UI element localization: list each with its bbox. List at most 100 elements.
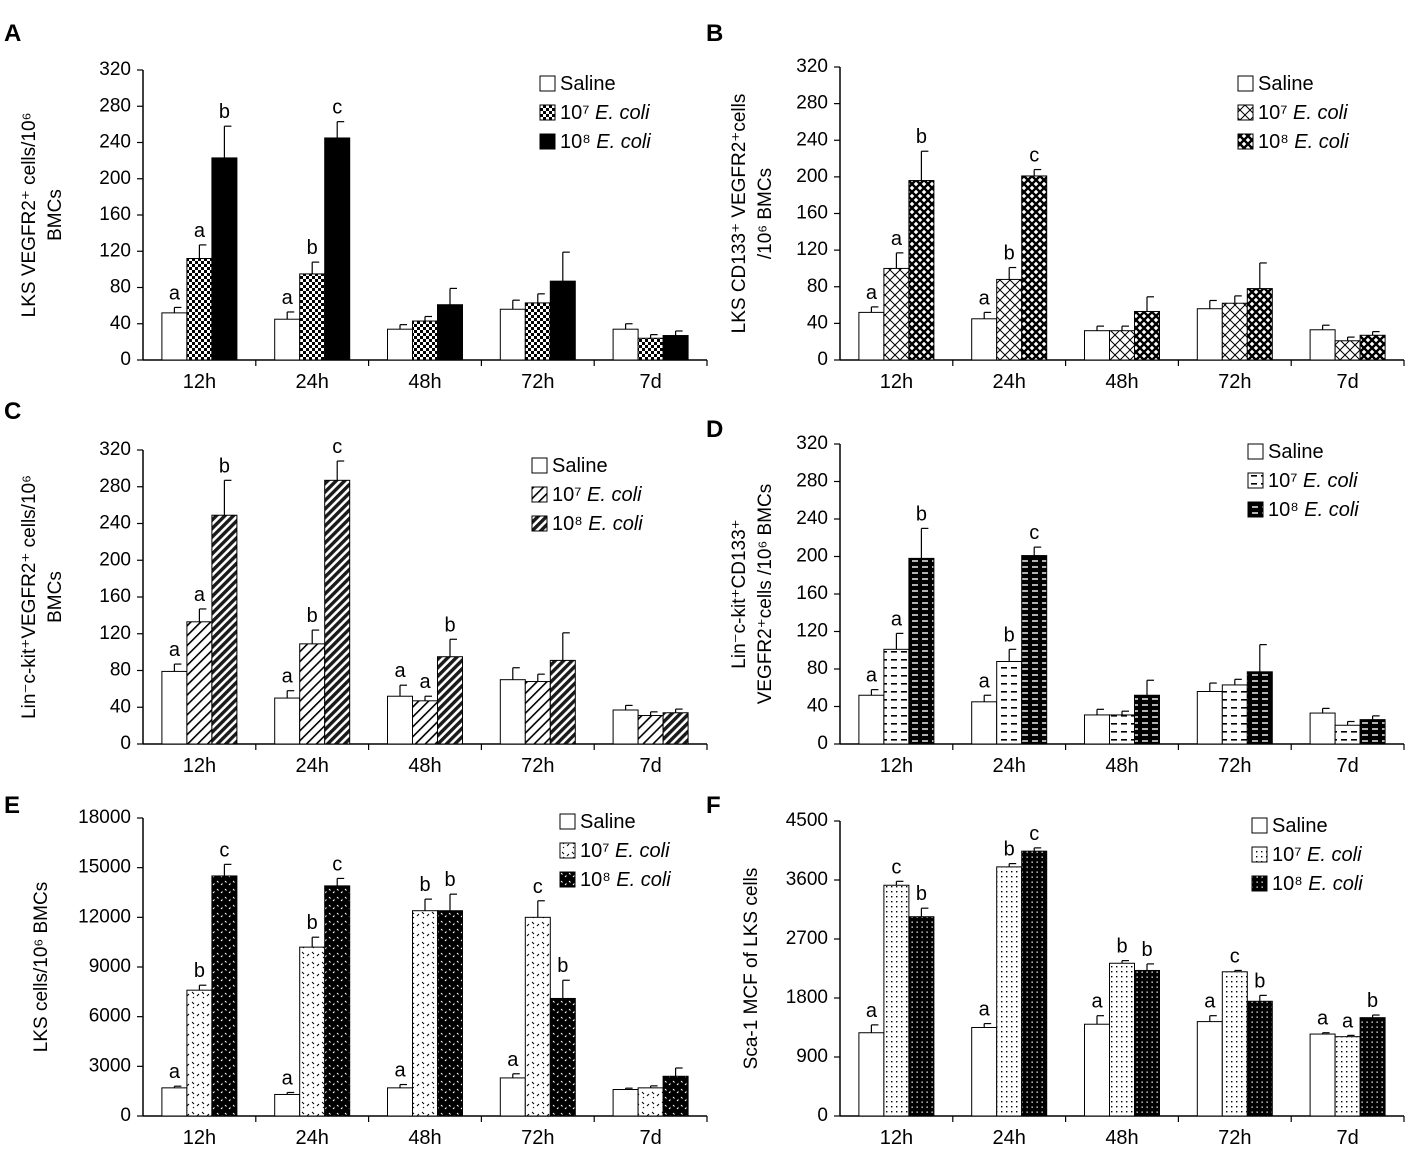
- bar-saline: [858, 1032, 885, 1117]
- bar-saline: [1196, 691, 1223, 745]
- bar-saline: [858, 694, 885, 745]
- bar-saline: [1084, 330, 1110, 361]
- significance-label: b: [219, 455, 230, 477]
- significance-label: c: [332, 853, 342, 875]
- bar-10-7-e-coli: [883, 267, 910, 361]
- bar-10-8-e-coli: [549, 997, 576, 1117]
- bar-10-7-e-coli: [637, 1087, 664, 1117]
- legend-label: 10⁷ E. coli: [1268, 470, 1358, 492]
- y-tick-label: 240: [99, 513, 131, 534]
- legend-label: 10⁷ E. coli: [560, 102, 650, 124]
- bar-10-7-e-coli: [1109, 962, 1135, 1117]
- significance-label: c: [332, 97, 342, 119]
- chart-panel-b: B 0 40 80 120 160 200 240 280 320 LKS CD133⁺ VEGFR…: [706, 20, 1405, 393]
- y-axis-label: LKS CD133⁺ VEGFR2⁺cells: [729, 94, 750, 334]
- bar-10-7-e-coli: [299, 273, 326, 361]
- x-tick-label: 72h: [521, 1127, 554, 1149]
- x-tick-label: 72h: [1218, 371, 1251, 393]
- bar-saline: [499, 1077, 526, 1117]
- legend-label: 10⁷ E. coli: [580, 840, 670, 862]
- bar-10-7-e-coli: [186, 621, 213, 745]
- bar-saline: [161, 670, 188, 745]
- bar-saline: [499, 308, 526, 361]
- y-axis-label: /10⁶ BMCs: [755, 168, 776, 259]
- y-axis-label: Lin⁻c-kit⁺VEGFR2⁺ cells/10⁶: [19, 475, 40, 719]
- y-tick-label: 120: [796, 621, 828, 642]
- bar-saline: [387, 1087, 413, 1117]
- legend-swatch: [1251, 846, 1268, 863]
- bar-saline: [971, 701, 998, 745]
- chart-panel-c: C 0 40 80 120 160 200 240 280 320 Lin⁻c-kit⁺VEGFR2…: [4, 398, 708, 777]
- x-tick-label: 48h: [408, 755, 441, 777]
- bar-10-7-e-coli: [1334, 340, 1361, 361]
- y-tick-label: 240: [796, 508, 828, 529]
- y-tick-label: 320: [796, 56, 828, 77]
- significance-label: b: [1116, 936, 1127, 958]
- bar-10-8-e-coli: [211, 875, 238, 1117]
- y-axis-label: Lin⁻c-kit⁺CD133⁺: [729, 519, 750, 668]
- y-tick-label: 120: [99, 240, 131, 261]
- y-tick-label: 18000: [78, 807, 131, 828]
- significance-label: a: [194, 584, 206, 606]
- legend-swatch: [1237, 104, 1254, 121]
- significance-label: c: [1230, 945, 1240, 967]
- significance-label: a: [419, 671, 431, 693]
- y-tick-label: 320: [99, 439, 131, 460]
- y-axis-label: LKS cells/10⁶ BMCs: [31, 882, 52, 1052]
- bar-saline: [612, 328, 639, 361]
- legend-swatch: [531, 515, 548, 532]
- bar-saline: [387, 695, 413, 745]
- y-tick-label: 320: [796, 433, 828, 454]
- y-tick-label: 0: [120, 1105, 131, 1126]
- significance-label: b: [1004, 624, 1015, 646]
- legend-swatch: [559, 842, 576, 859]
- bar-10-8-e-coli: [908, 916, 935, 1117]
- x-tick-label: 24h: [993, 755, 1026, 777]
- panel-letter: C: [4, 398, 21, 425]
- y-tick-label: 120: [796, 239, 828, 260]
- y-tick-label: 40: [110, 313, 131, 334]
- panel-letter: B: [706, 20, 723, 47]
- bar-saline: [499, 679, 526, 745]
- y-tick-label: 0: [817, 1105, 828, 1126]
- significance-label: a: [169, 282, 181, 304]
- y-tick-label: 160: [99, 204, 131, 225]
- bar-10-8-e-coli: [1246, 671, 1273, 745]
- y-tick-label: 40: [807, 696, 828, 717]
- significance-label: b: [916, 126, 927, 148]
- bar-10-7-e-coli: [1221, 302, 1248, 361]
- bar-10-7-e-coli: [412, 910, 438, 1117]
- y-tick-label: 900: [796, 1046, 828, 1067]
- y-tick-label: 120: [99, 623, 131, 644]
- bar-10-8-e-coli: [1134, 694, 1160, 745]
- bar-10-8-e-coli: [211, 514, 238, 745]
- x-tick-label: 48h: [408, 371, 441, 393]
- y-tick-label: 0: [817, 349, 828, 370]
- x-tick-label: 24h: [993, 1127, 1026, 1149]
- bar-saline: [274, 318, 301, 361]
- y-tick-label: 0: [817, 733, 828, 754]
- x-tick-label: 7d: [639, 371, 661, 393]
- significance-label: b: [444, 614, 455, 636]
- chart-panel-f: F 0 900 1800 2700 3600 4500 Sca-1 MCF of LKS ce…: [706, 792, 1405, 1149]
- bar-10-7-e-coli: [412, 320, 438, 361]
- y-tick-label: 280: [99, 476, 131, 497]
- significance-label: a: [891, 608, 903, 630]
- significance-label: a: [169, 639, 181, 661]
- y-tick-label: 80: [807, 276, 828, 297]
- bar-saline: [971, 1027, 998, 1117]
- legend-swatch: [539, 133, 556, 150]
- legend-swatch: [1247, 443, 1264, 460]
- significance-label: a: [282, 287, 294, 309]
- bar-10-8-e-coli: [1359, 1017, 1386, 1117]
- bar-10-7-e-coli: [412, 700, 438, 745]
- bar-10-7-e-coli: [1109, 330, 1135, 361]
- x-tick-label: 12h: [183, 1127, 216, 1149]
- bar-10-8-e-coli: [324, 885, 351, 1117]
- legend-swatch: [1247, 472, 1264, 489]
- significance-label: a: [169, 1061, 181, 1083]
- legend-swatch: [559, 871, 576, 888]
- legend-swatch: [559, 813, 576, 830]
- bar-10-7-e-coli: [996, 278, 1023, 361]
- legend-swatch: [1237, 133, 1254, 150]
